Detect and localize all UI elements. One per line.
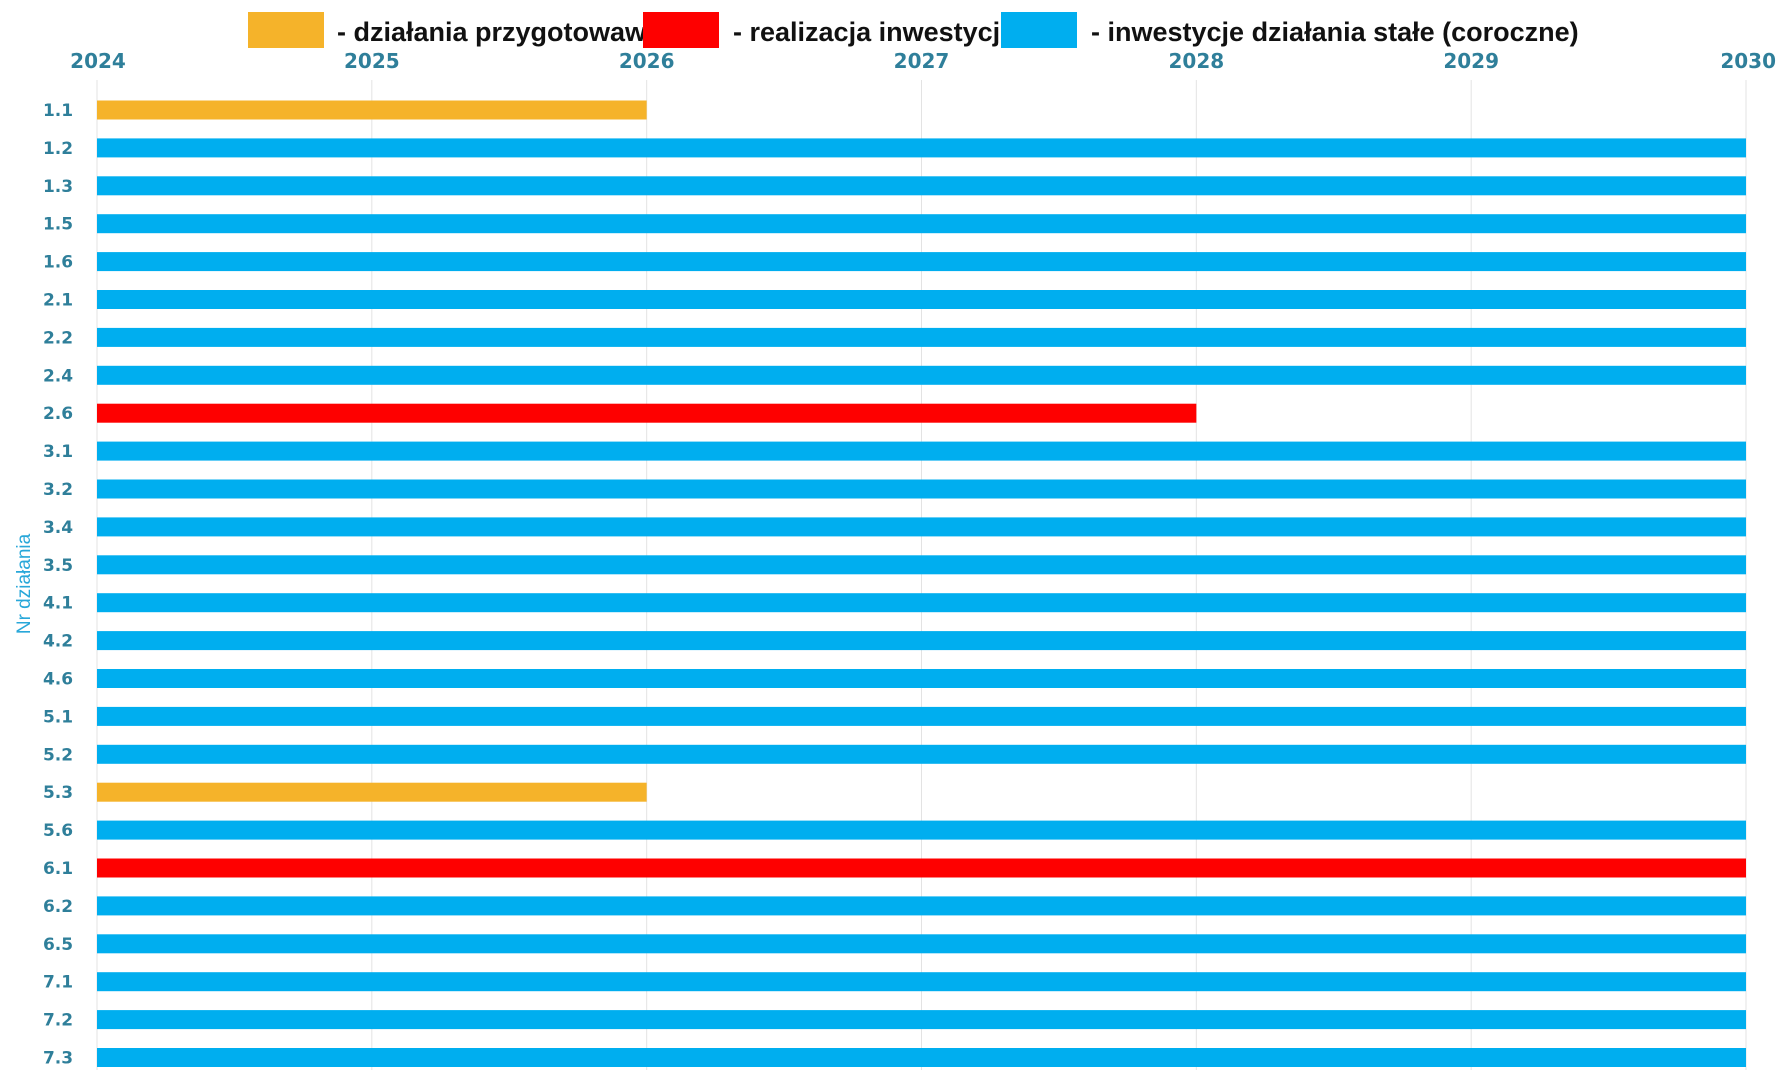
bar-5-2 bbox=[97, 744, 1746, 764]
legend: - działania przygotowawcze - realizacja i… bbox=[248, 12, 1579, 48]
bar-7-3 bbox=[97, 1048, 1746, 1067]
y-tick-label: 7.2 bbox=[43, 1011, 73, 1031]
y-tick-label: 5.2 bbox=[43, 745, 73, 765]
bars bbox=[97, 100, 1746, 1067]
y-tick-label: 6.1 bbox=[43, 859, 73, 879]
bar-4-1 bbox=[97, 593, 1746, 613]
y-tick-label: 4.2 bbox=[43, 632, 73, 652]
x-tick-label: 2024 bbox=[70, 49, 126, 73]
bar-1-2 bbox=[97, 138, 1746, 158]
y-tick-label: 1.6 bbox=[43, 253, 73, 273]
bar-3-4 bbox=[97, 517, 1746, 537]
bar-3-1 bbox=[97, 441, 1746, 461]
x-tick-label: 2025 bbox=[344, 49, 400, 73]
bar-6-2 bbox=[97, 896, 1746, 916]
bar-6-5 bbox=[97, 934, 1746, 954]
bar-6-1 bbox=[97, 858, 1746, 878]
bar-2-2 bbox=[97, 327, 1746, 347]
y-tick-label: 1.3 bbox=[43, 177, 73, 197]
x-tick-label: 2026 bbox=[619, 49, 675, 73]
x-tick-label: 2030 bbox=[1720, 49, 1776, 73]
legend-label-perm: - inwestycje działania stałe (coroczne) bbox=[1091, 17, 1579, 47]
y-tick-label: 3.1 bbox=[43, 442, 73, 462]
y-tick-label: 4.6 bbox=[43, 670, 73, 690]
bar-1-6 bbox=[97, 252, 1746, 272]
bar-5-1 bbox=[97, 706, 1746, 726]
y-tick-label: 6.5 bbox=[43, 935, 73, 955]
y-tick-label: 3.4 bbox=[43, 518, 73, 538]
y-tick-label: 6.2 bbox=[43, 897, 73, 917]
legend-label-impl: - realizacja inwestycji bbox=[733, 17, 1008, 47]
x-axis-ticks: 2024 2025 2026 2027 2028 2029 2030 bbox=[70, 49, 1776, 73]
bar-7-2 bbox=[97, 1010, 1746, 1030]
legend-swatch-prep bbox=[248, 12, 324, 48]
y-tick-label: 1.1 bbox=[43, 101, 73, 121]
legend-label-prep: - działania przygotowawcze bbox=[337, 17, 690, 47]
bar-2-6 bbox=[97, 403, 1197, 423]
y-tick-label: 2.4 bbox=[43, 366, 73, 386]
y-tick-label: 5.3 bbox=[43, 783, 73, 803]
y-tick-label: 7.1 bbox=[43, 973, 73, 993]
y-tick-label: 7.3 bbox=[43, 1049, 73, 1069]
legend-swatch-impl bbox=[643, 12, 719, 48]
y-tick-label: 3.5 bbox=[43, 556, 73, 576]
y-tick-label: 1.2 bbox=[43, 139, 73, 159]
bar-3-5 bbox=[97, 555, 1746, 575]
x-tick-label: 2029 bbox=[1443, 49, 1499, 73]
bar-1-5 bbox=[97, 214, 1746, 234]
bar-7-1 bbox=[97, 972, 1746, 992]
y-tick-label: 5.1 bbox=[43, 707, 73, 727]
bar-4-2 bbox=[97, 631, 1746, 651]
bar-1-3 bbox=[97, 176, 1746, 196]
bar-5-6 bbox=[97, 820, 1746, 840]
y-tick-label: 3.2 bbox=[43, 480, 73, 500]
bar-3-2 bbox=[97, 479, 1746, 499]
legend-swatch-perm bbox=[1001, 12, 1077, 48]
bar-1-1 bbox=[97, 100, 647, 120]
grid-lines bbox=[96, 80, 1747, 1070]
bar-5-3 bbox=[97, 782, 647, 802]
x-tick-label: 2028 bbox=[1168, 49, 1224, 73]
y-tick-label: 1.5 bbox=[43, 215, 73, 235]
bar-4-6 bbox=[97, 669, 1746, 688]
bar-2-4 bbox=[97, 365, 1746, 385]
x-tick-label: 2027 bbox=[894, 49, 950, 73]
y-axis-ticks: 1.1 1.2 1.3 1.5 1.6 2.1 2.2 2.4 2.6 3.1 3.2 3.4 3.5 4… bbox=[43, 101, 73, 1069]
y-tick-label: 5.6 bbox=[43, 821, 73, 841]
y-tick-label: 4.1 bbox=[43, 594, 73, 614]
bar-2-1 bbox=[97, 290, 1746, 309]
y-tick-label: 2.1 bbox=[43, 291, 73, 311]
y-tick-label: 2.2 bbox=[43, 328, 73, 348]
y-tick-label: 2.6 bbox=[43, 404, 73, 424]
y-axis-label: Nr działania bbox=[14, 533, 35, 634]
